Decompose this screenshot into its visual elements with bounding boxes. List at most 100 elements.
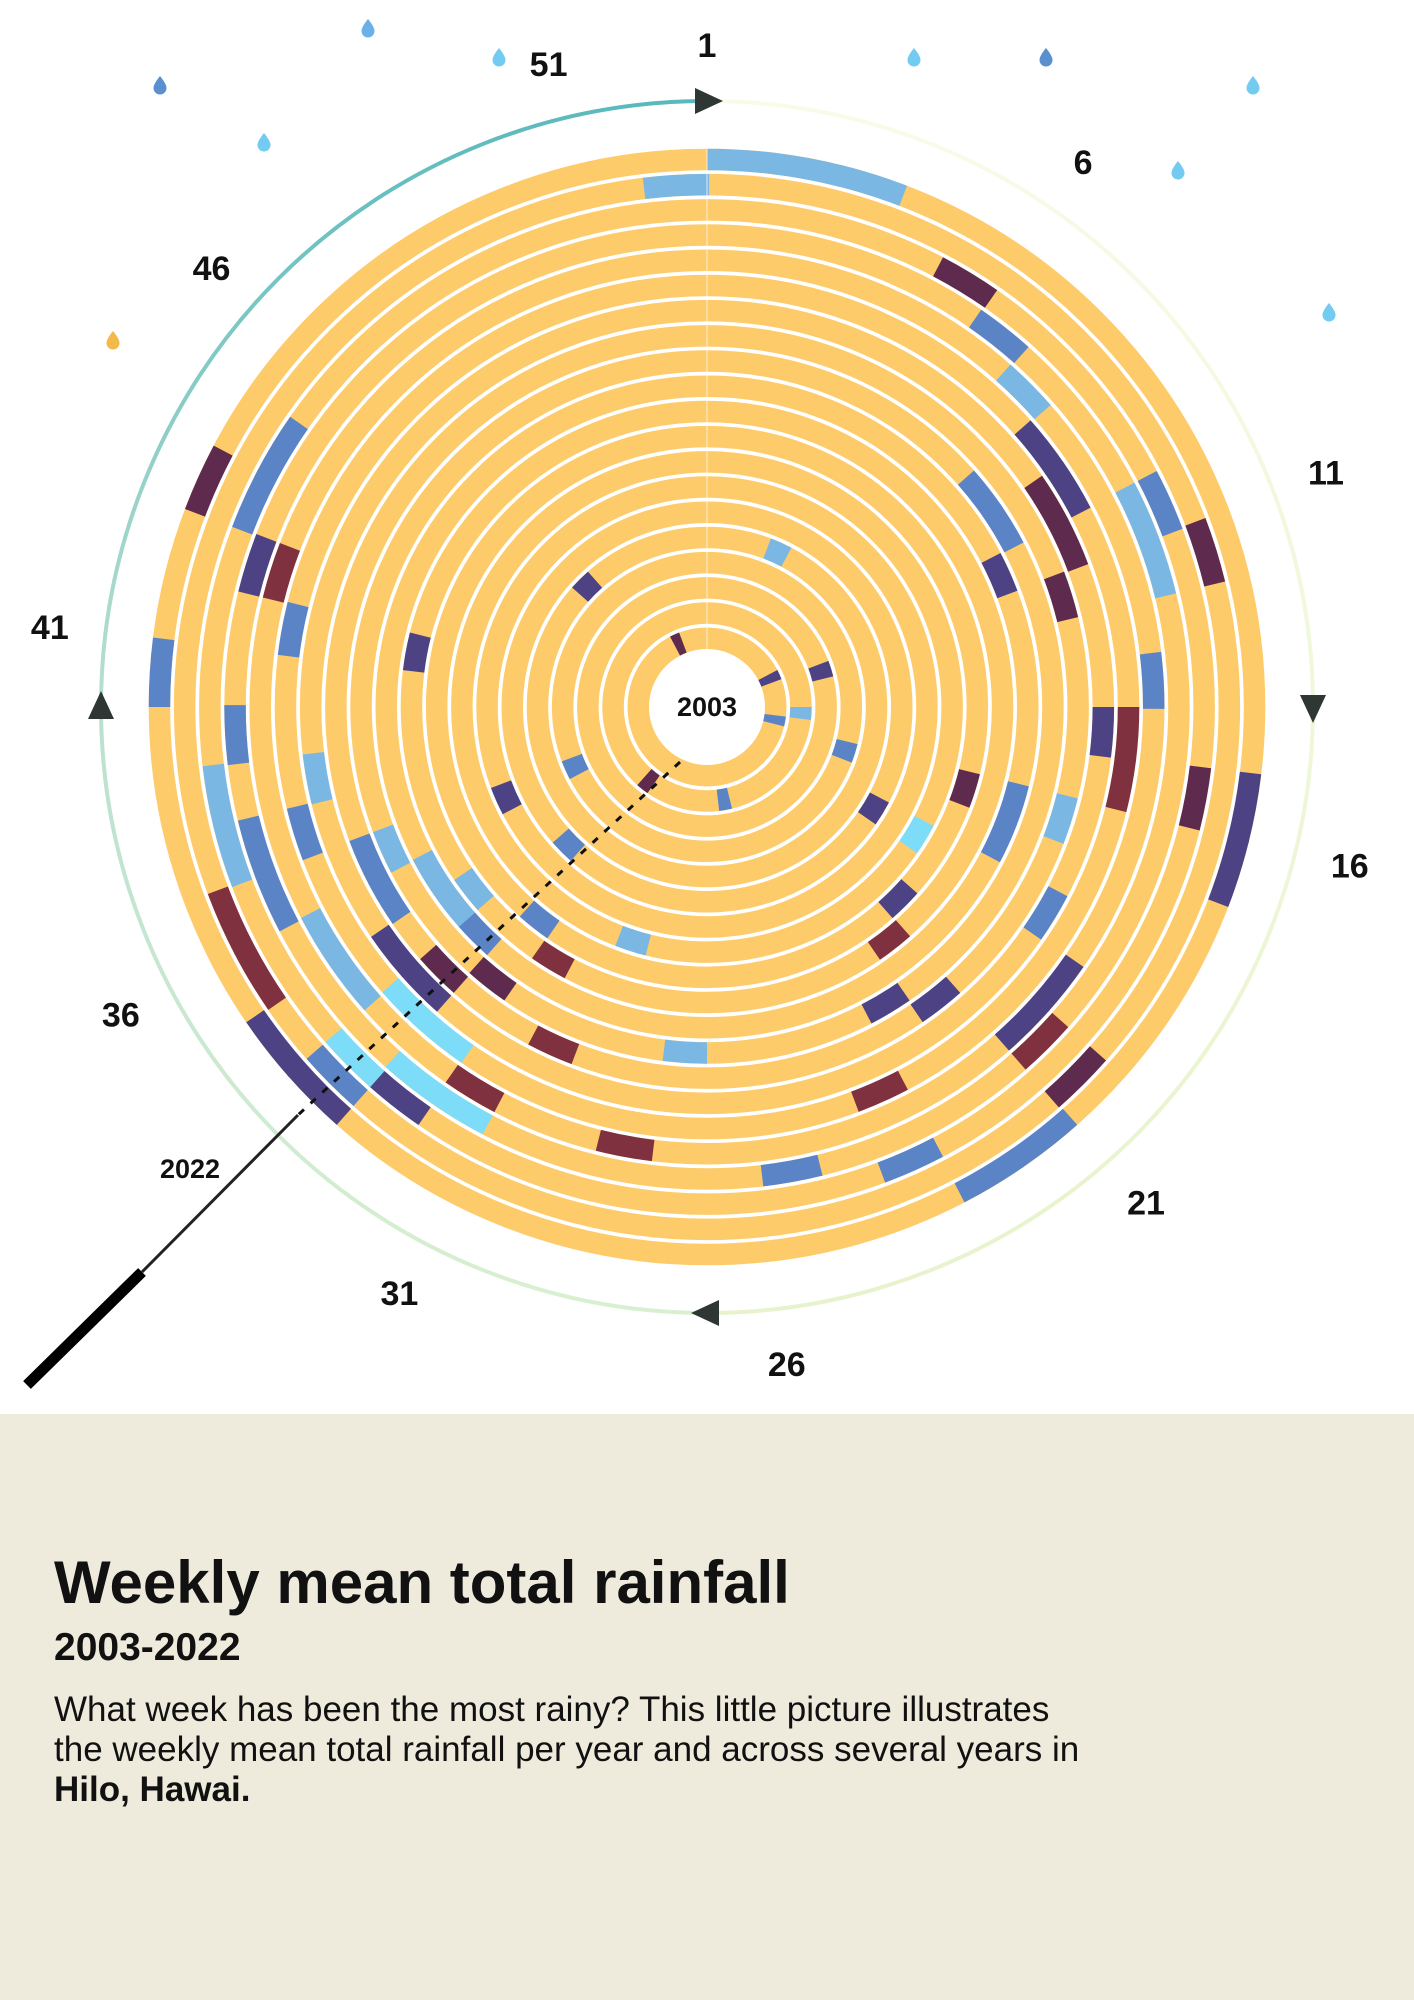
rain-cell-2004-week-32 xyxy=(637,769,660,794)
rain-cell-2016-week-38 xyxy=(302,751,333,805)
rain-cell-2015-week-33 xyxy=(420,944,469,993)
center-hole xyxy=(651,651,763,763)
rain-cell-2020-week-44 xyxy=(257,416,308,481)
rain-cell-2018-week-31 xyxy=(445,1064,505,1113)
rain-cell-2013-week-17 xyxy=(980,816,1017,863)
rain-cell-2018-week-19 xyxy=(1032,954,1084,1012)
week-label-51: 51 xyxy=(530,46,568,84)
description-text: What week has been the most rainy? This … xyxy=(54,1690,1314,1810)
rain-cell-2019-week-42 xyxy=(238,534,277,597)
rain-cell-2022-week-34 xyxy=(246,1010,306,1078)
rain-cell-2020-week-38 xyxy=(202,763,235,829)
raindrop-icon xyxy=(1322,303,1336,322)
rain-cell-2021-week-36 xyxy=(207,886,255,955)
rain-cell-2014-week-8 xyxy=(957,470,1002,518)
arrow-right xyxy=(1300,695,1326,723)
raindrop-icon xyxy=(257,133,271,152)
raindrop-icon xyxy=(153,76,167,95)
caption-panel: Weekly mean total rainfall 2003-2022 Wha… xyxy=(0,1414,1414,2000)
rain-cell-2006-week-36 xyxy=(561,753,589,780)
rain-cell-2018-week-35 xyxy=(301,908,349,967)
rain-cell-2020-week-33 xyxy=(325,1028,385,1088)
rain-cell-2020-week-23 xyxy=(877,1137,944,1183)
rain-cell-2019-week-36 xyxy=(254,868,299,932)
rain-cell-2020-week-32 xyxy=(368,1069,431,1125)
rain-cell-2018-week-7 xyxy=(996,364,1051,420)
week-label-41: 41 xyxy=(31,609,69,647)
rain-cell-2018-week-42 xyxy=(262,543,300,603)
description-line-2: the weekly mean total rainfall per year … xyxy=(54,1730,1080,1769)
rain-cell-2015-week-35 xyxy=(368,873,411,924)
rain-cell-2012-week-34 xyxy=(454,867,494,911)
rain-cell-2020-week-37 xyxy=(213,821,253,888)
raindrop-icon xyxy=(492,48,506,67)
raindrop-icon xyxy=(1171,161,1185,180)
magnifier-dotted-line xyxy=(296,760,682,1117)
rain-cell-2019-week-37 xyxy=(237,815,276,879)
rain-cell-2012-week-31 xyxy=(531,940,575,979)
rain-cell-2022-week-22 xyxy=(954,1148,1025,1203)
rain-cell-2022-week-40 xyxy=(148,637,175,707)
rain-cell-2003-week-15 xyxy=(763,713,786,727)
rain-cell-2004-week-14 xyxy=(789,707,812,721)
rain-cell-2004-week-25 xyxy=(716,787,733,811)
rain-cell-2022-week-16 xyxy=(1208,835,1250,908)
raindrop-icon xyxy=(106,331,120,350)
week-label-6: 6 xyxy=(1074,144,1093,182)
week-label-21: 21 xyxy=(1127,1185,1165,1223)
rain-cell-2007-week-4 xyxy=(763,538,792,567)
rain-cell-2018-week-28 xyxy=(595,1129,655,1162)
rain-cell-2021-week-20 xyxy=(1044,1046,1107,1108)
rain-cell-2015-week-21 xyxy=(910,976,961,1023)
rain-cell-2017-week-33 xyxy=(382,978,435,1031)
direction-arrows xyxy=(88,88,1326,1326)
rain-cell-2022-week-3 xyxy=(835,164,908,206)
rain-cell-2012-week-21 xyxy=(867,920,911,960)
rain-cell-2019-week-39 xyxy=(224,705,250,766)
arrow-bottom xyxy=(691,1300,719,1326)
rain-cell-2016-week-10 xyxy=(1048,517,1089,572)
raindrop-icon xyxy=(907,48,921,67)
rain-cell-2022-week-43 xyxy=(184,445,233,517)
radial-rainfall-chart: 1 6 11 16 21 26 31 36 41 46 51 2003 2022 xyxy=(23,19,1369,1389)
rain-cell-2015-week-16 xyxy=(1043,793,1078,844)
rain-cell-2022-week-33 xyxy=(287,1061,352,1125)
rain-cell-2021-week-35 xyxy=(233,942,286,1010)
rain-cell-2021-week-52 xyxy=(642,173,710,200)
rain-cell-2016-week-18 xyxy=(1023,886,1068,940)
description-place: Hilo, Hawai. xyxy=(54,1770,251,1809)
rain-cell-2022-week-15 xyxy=(1227,771,1262,843)
rain-cell-2003-week-10 xyxy=(758,670,782,687)
rain-cell-2013-week-34 xyxy=(433,882,475,927)
rain-cell-2016-week-33 xyxy=(401,961,452,1012)
rain-cell-2014-week-36 xyxy=(372,824,411,873)
rain-cell-2017-week-15 xyxy=(1105,756,1137,813)
page-title: Weekly mean total rainfall xyxy=(54,1549,790,1616)
week-label-36: 36 xyxy=(102,997,140,1035)
rain-cell-2020-week-5 xyxy=(933,257,998,308)
rain-cell-2005-week-11 xyxy=(808,660,834,682)
rain-cell-2014-week-9 xyxy=(982,504,1024,553)
rain-cell-2019-week-6 xyxy=(968,309,1029,364)
rain-cell-2009-week-36 xyxy=(490,780,522,815)
rain-cell-2017-week-37 xyxy=(286,803,323,861)
raindrop-icon xyxy=(1246,76,1260,95)
rain-cell-2010-week-18 xyxy=(899,815,934,854)
rain-cell-2015-week-30 xyxy=(528,1025,580,1065)
rain-cell-2017-week-32 xyxy=(419,1013,474,1063)
rain-cell-2017-week-14 xyxy=(1114,707,1140,761)
magnifier-decoration xyxy=(23,760,682,1389)
rain-cell-2019-week-10 xyxy=(1115,482,1160,546)
rain-cell-2013-week-33 xyxy=(457,911,502,956)
arrow-left xyxy=(88,691,114,719)
raindrop-icon xyxy=(361,19,375,38)
week-label-31: 31 xyxy=(380,1275,418,1313)
rain-cell-2016-week-9 xyxy=(1024,475,1069,530)
rain-cell-2011-week-20 xyxy=(878,879,918,919)
week-label-11: 11 xyxy=(1308,454,1344,492)
rain-cell-2003-week-49 xyxy=(670,632,687,656)
rain-cell-2020-week-15 xyxy=(1178,765,1212,831)
rain-cell-2016-week-34 xyxy=(371,924,419,977)
